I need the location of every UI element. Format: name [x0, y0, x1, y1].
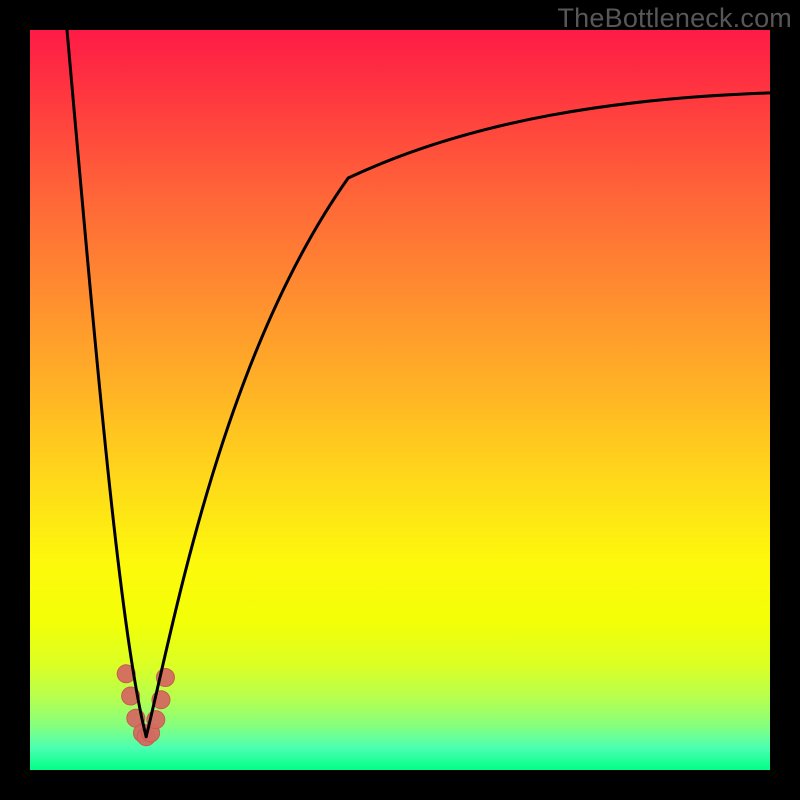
chart-root: TheBottleneck.com	[0, 0, 800, 800]
bottleneck-curve-left	[67, 30, 146, 737]
bottleneck-curve-right	[146, 93, 770, 737]
source-watermark: TheBottleneck.com	[557, 3, 792, 34]
curve-layer	[0, 0, 800, 800]
